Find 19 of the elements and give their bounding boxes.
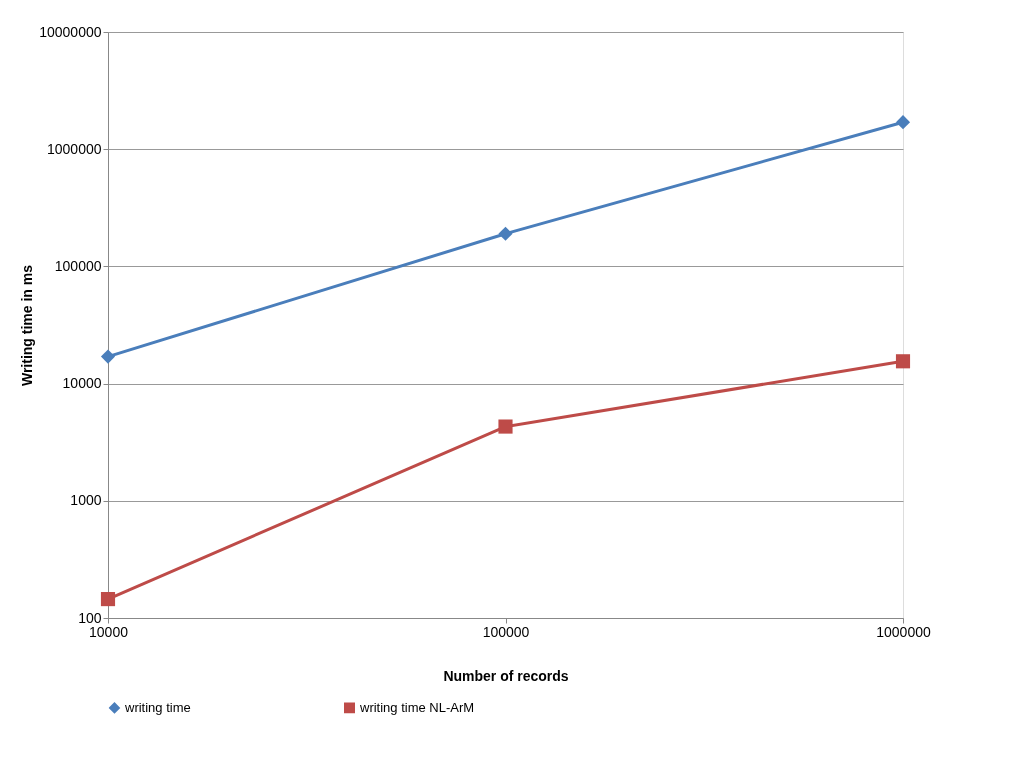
point bbox=[895, 354, 911, 369]
point bbox=[498, 419, 513, 434]
y-tick-label: 1000 bbox=[70, 492, 102, 509]
point bbox=[895, 115, 911, 130]
y-tick-label: 10000000 bbox=[39, 23, 102, 40]
x-tick-label: 1000000 bbox=[876, 623, 931, 640]
y-tick-label: 10000 bbox=[62, 375, 102, 392]
point bbox=[100, 349, 116, 364]
legend-label: writing time NL-ArM bbox=[359, 699, 475, 715]
y-tick-label: 1000000 bbox=[46, 140, 102, 157]
point bbox=[100, 592, 116, 607]
y-tick-label: 100 bbox=[78, 609, 102, 626]
x-tick-label: 100000 bbox=[482, 623, 530, 640]
point bbox=[498, 226, 513, 241]
x-axis-title: Number of records bbox=[443, 667, 569, 684]
legend-label: writing time bbox=[124, 699, 191, 715]
y-tick-label: 100000 bbox=[54, 257, 102, 274]
y-axis-title: Writing time in ms bbox=[19, 264, 36, 387]
x-tick-label: 10000 bbox=[89, 623, 129, 640]
